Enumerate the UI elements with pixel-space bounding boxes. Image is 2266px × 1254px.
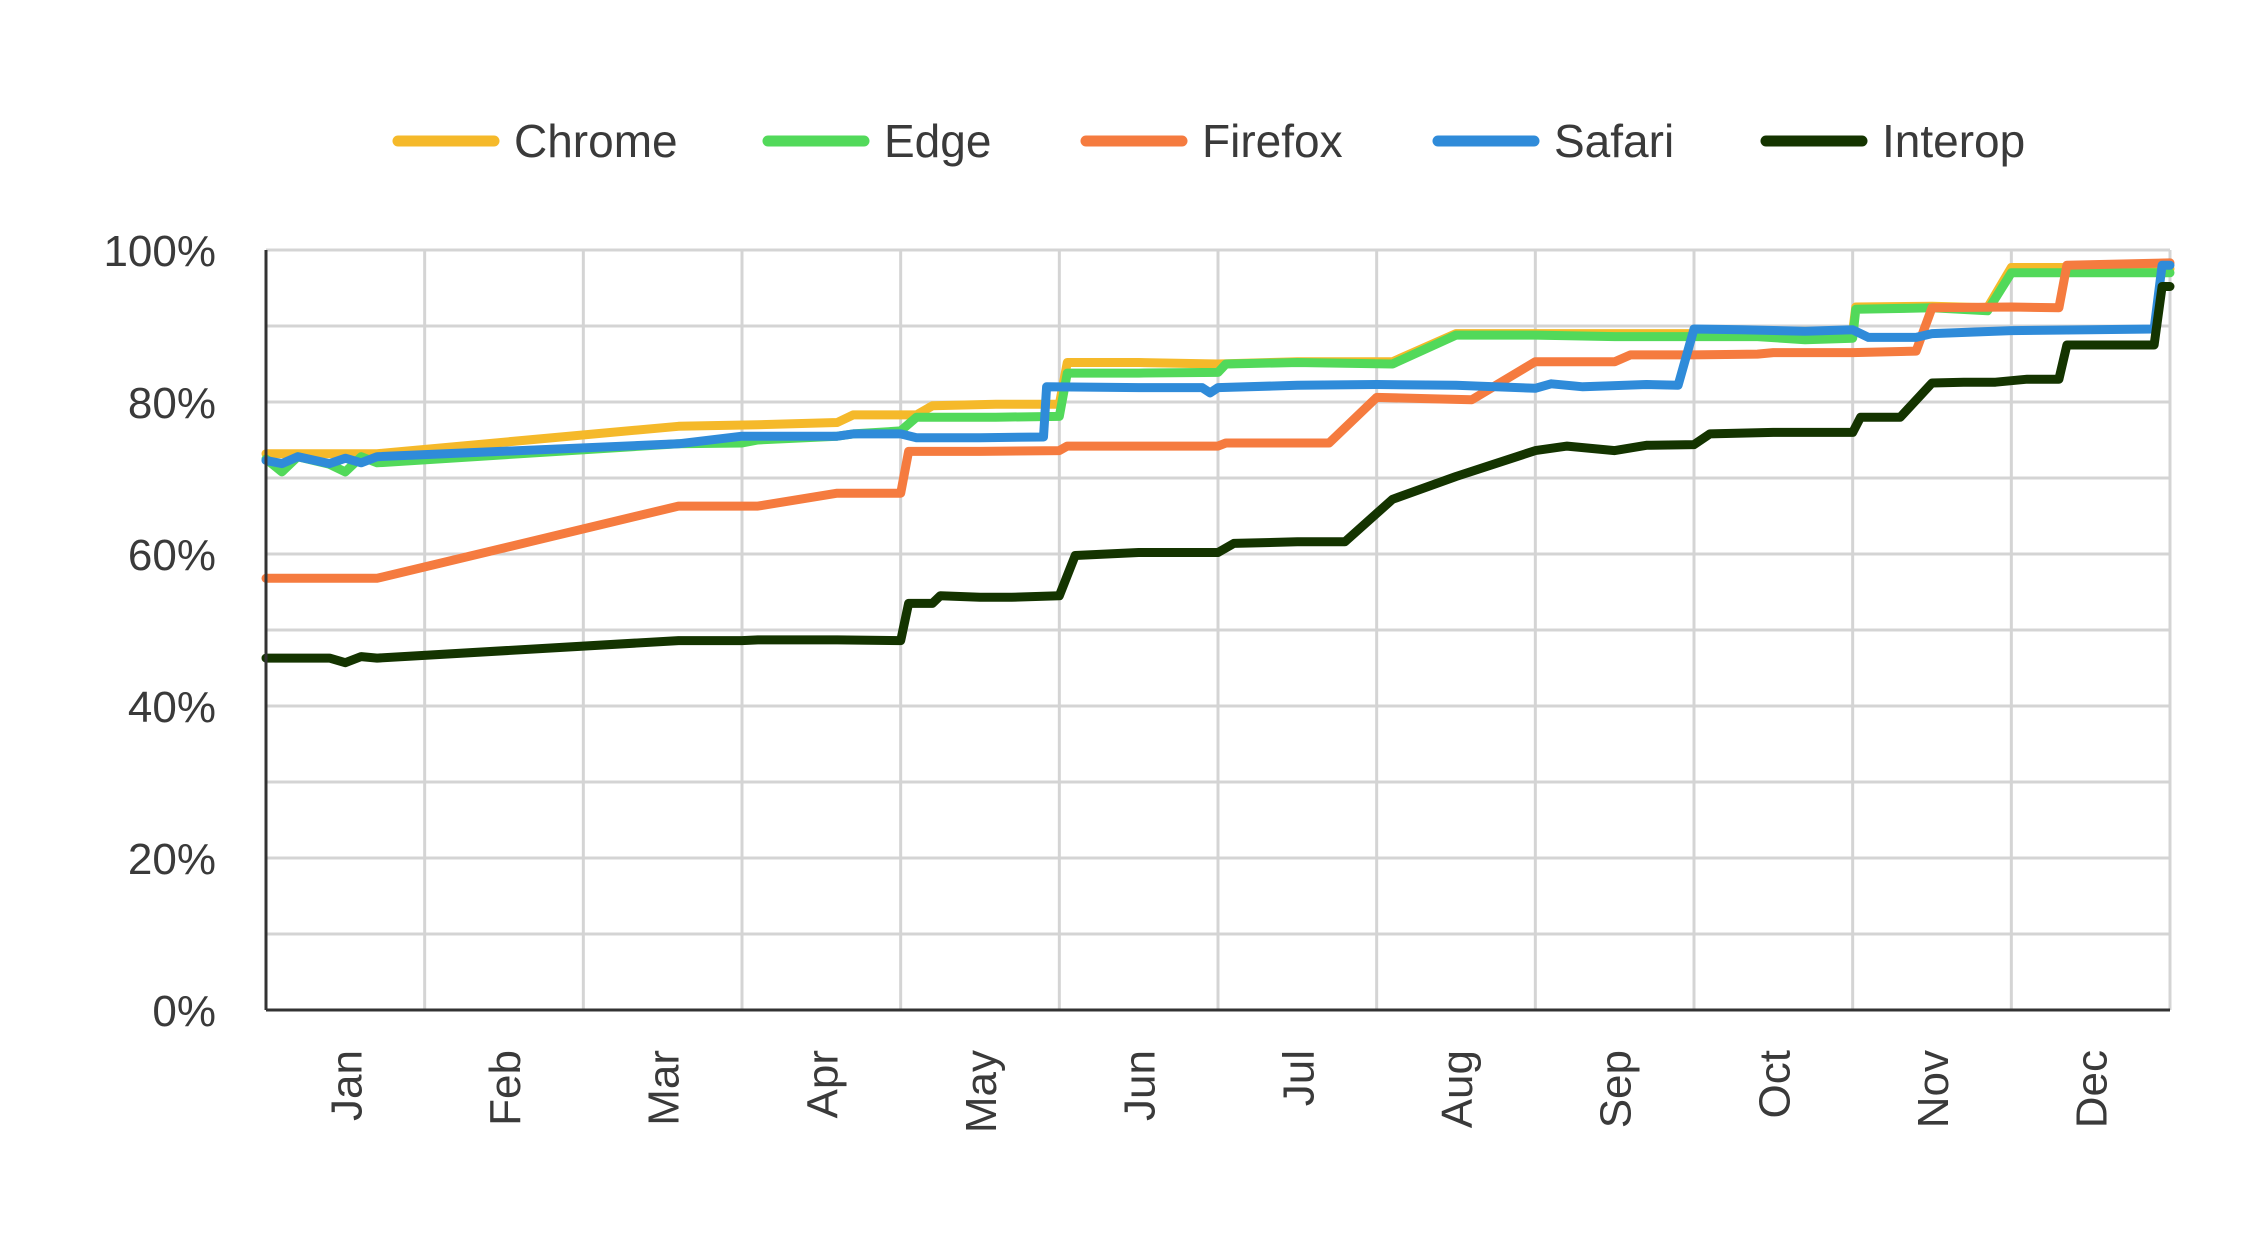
legend-label: Interop	[1882, 115, 2025, 167]
legend-item-firefox: Firefox	[1080, 115, 1343, 167]
x-tick-label: Oct	[1750, 1050, 1799, 1118]
y-tick-label: 80%	[128, 379, 216, 428]
legend-item-edge: Edge	[762, 115, 991, 167]
y-tick-label: 40%	[128, 683, 216, 732]
series-line-firefox	[261, 258, 2175, 583]
y-axis-ticks: 0% 20% 40% 60% 80% 100%	[103, 227, 216, 1036]
x-tick-label: Nov	[1909, 1050, 1958, 1128]
legend: Chrome Edge Firefox Safari Interop	[392, 115, 2025, 167]
x-tick-label: Jan	[322, 1050, 371, 1121]
legend-label: Chrome	[514, 115, 678, 167]
legend-item-chrome: Chrome	[392, 115, 678, 167]
x-tick-label: Mar	[640, 1050, 689, 1126]
x-tick-label: Aug	[1433, 1050, 1482, 1128]
x-axis-ticks: Jan Feb Mar Apr May Jun Jul Aug Sep Oct Nov Dec	[322, 1050, 2116, 1133]
x-tick-label: Dec	[2068, 1050, 2117, 1128]
x-tick-label: Apr	[798, 1050, 847, 1118]
series-line-safari	[261, 260, 2175, 469]
axes	[264, 250, 2170, 1012]
x-tick-label: May	[957, 1050, 1006, 1133]
legend-item-safari: Safari	[1432, 115, 1674, 167]
legend-item-interop: Interop	[1760, 115, 2025, 167]
y-tick-label: 0%	[152, 987, 216, 1036]
legend-label: Safari	[1554, 115, 1674, 167]
y-tick-label: 100%	[103, 227, 216, 276]
series-line-interop	[261, 282, 2175, 668]
series-lines	[261, 258, 2175, 668]
y-tick-label: 60%	[128, 531, 216, 580]
y-tick-label: 20%	[128, 835, 216, 884]
x-tick-label: Jul	[1274, 1050, 1323, 1106]
legend-label: Edge	[884, 115, 991, 167]
x-tick-label: Sep	[1592, 1050, 1641, 1128]
legend-label: Firefox	[1202, 115, 1343, 167]
x-tick-label: Feb	[481, 1050, 530, 1126]
x-tick-label: Jun	[1116, 1050, 1165, 1121]
